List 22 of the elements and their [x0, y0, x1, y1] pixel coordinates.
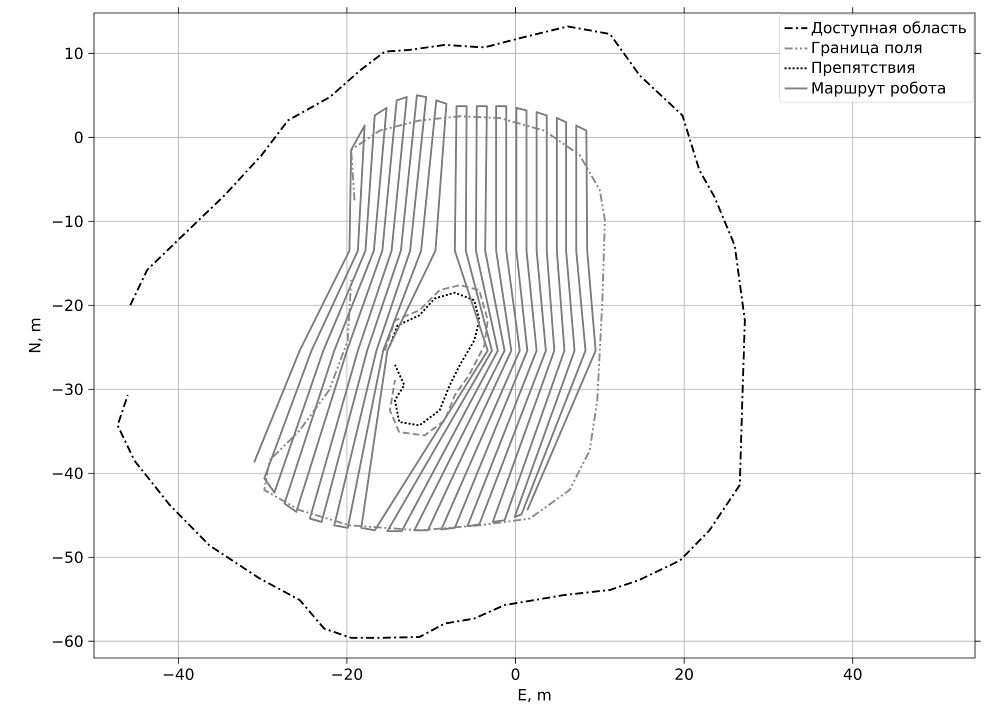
y-tick-label: −50: [52, 551, 83, 564]
y-tick-label: −20: [52, 299, 83, 312]
y-tick-label: 0: [74, 132, 83, 144]
y-axis-title: N, m: [29, 318, 42, 352]
legend-label: Доступная область: [812, 21, 966, 36]
y-tick-label: −30: [52, 383, 83, 396]
line-series: [384, 284, 489, 436]
y-tick-label: −10: [52, 215, 83, 228]
legend-label: Препятствия: [812, 62, 914, 76]
line-series: [116, 25, 746, 639]
x-tick-label: −20: [332, 668, 362, 680]
y-tick-label: −60: [52, 635, 83, 647]
y-tick-label: 10: [66, 48, 83, 60]
line-series: [388, 292, 480, 426]
x-tick-label: 0: [512, 668, 520, 680]
y-tick-label: −40: [52, 467, 83, 480]
x-tick-label: 40: [844, 668, 862, 680]
legend-label: Маршрут робота: [812, 82, 945, 97]
x-tick-label: 20: [676, 668, 693, 680]
legend-label: Граница поля: [812, 42, 922, 56]
x-tick-label: −40: [164, 668, 194, 680]
x-axis-title: E, m: [518, 689, 550, 702]
